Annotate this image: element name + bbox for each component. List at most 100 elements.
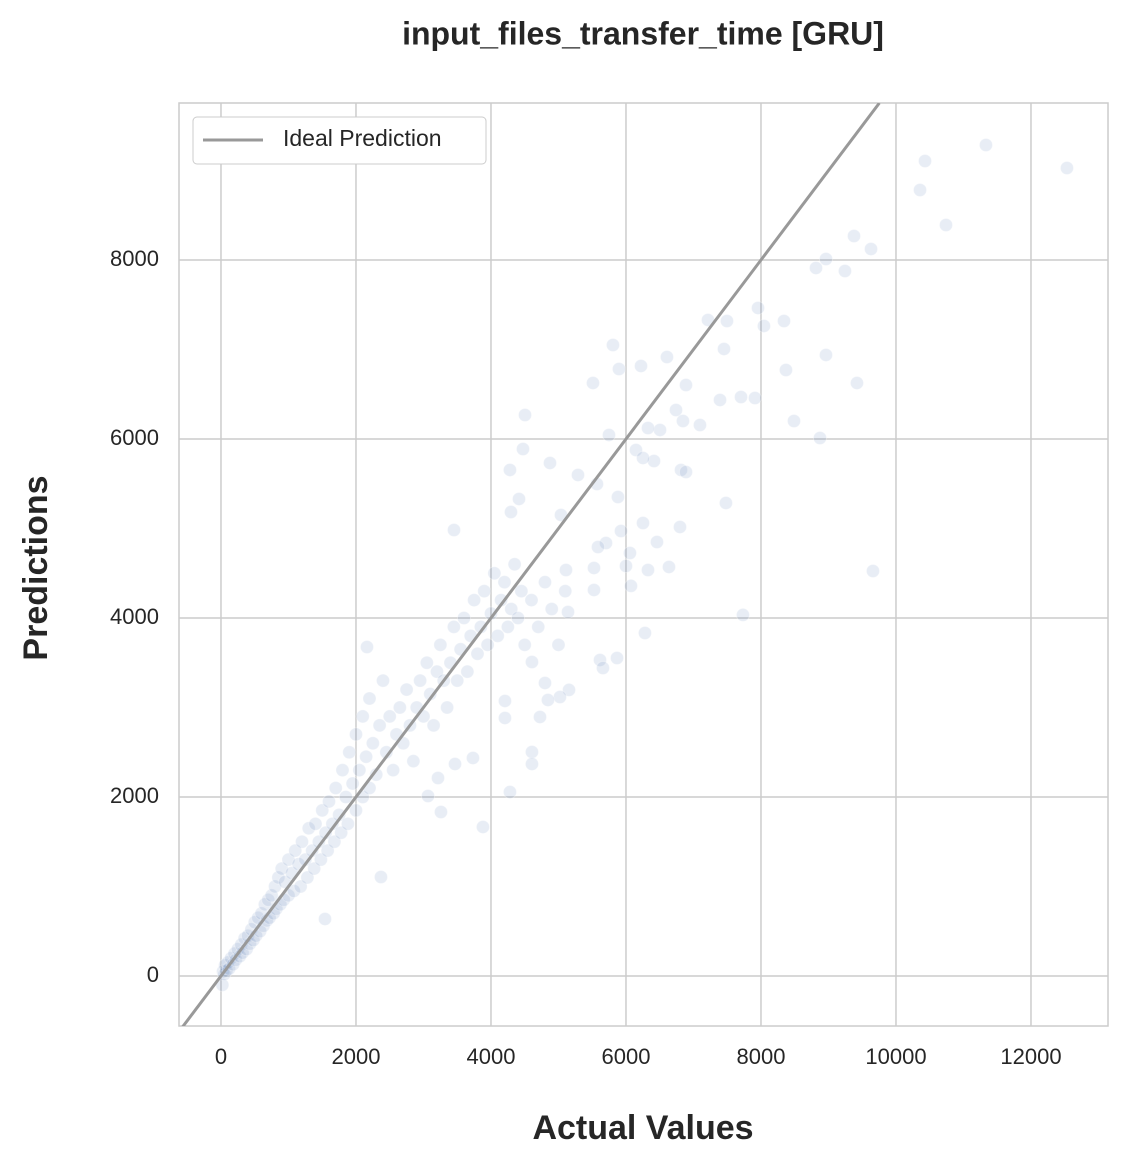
scatter-point <box>308 816 323 831</box>
scatter-point <box>345 776 360 791</box>
scatter-point <box>537 675 552 690</box>
scatter-point <box>497 575 512 590</box>
scatter-point <box>334 825 349 840</box>
scatter-point <box>713 392 728 407</box>
scatter-point <box>294 834 309 849</box>
scatter-point <box>502 462 517 477</box>
scatter-point <box>669 402 684 417</box>
scatter-point <box>293 879 308 894</box>
x-tick-label: 12000 <box>1000 1044 1061 1069</box>
scatter-point <box>348 727 363 742</box>
scatter-point <box>640 563 655 578</box>
scatter-point <box>321 794 336 809</box>
scatter-point <box>537 575 552 590</box>
scatter-point <box>228 952 243 967</box>
scatter-point <box>524 593 539 608</box>
scatter-point <box>352 763 367 778</box>
scatter-point <box>274 861 289 876</box>
scatter-point <box>510 610 525 625</box>
scatter-point <box>320 843 335 858</box>
scatter-point <box>649 534 664 549</box>
scatter-point <box>532 709 547 724</box>
scatter-point <box>808 260 823 275</box>
scatter-point <box>281 852 296 867</box>
scatter-point <box>288 843 303 858</box>
scatter-point <box>735 607 750 622</box>
y-tick-label: 4000 <box>110 604 159 629</box>
legend-box <box>192 116 487 165</box>
scatter-point <box>446 619 461 634</box>
y-tick-label: 6000 <box>110 425 159 450</box>
scatter-point <box>264 888 279 903</box>
scatter-point <box>692 418 707 433</box>
scatter-point <box>1059 160 1074 175</box>
x-tick-label: 10000 <box>865 1044 926 1069</box>
x-tick-label: 8000 <box>737 1044 786 1069</box>
scatter-point <box>646 453 661 468</box>
x-tick-label: 2000 <box>332 1044 381 1069</box>
scatter-point <box>846 228 861 243</box>
scatter-point <box>475 819 490 834</box>
scatter-point <box>978 137 993 152</box>
scatter-point <box>818 251 833 266</box>
scatter-point <box>477 584 492 599</box>
scatter-point <box>653 422 668 437</box>
scatter-point <box>605 338 620 353</box>
scatter-point <box>640 420 655 435</box>
scatter-point <box>613 523 628 538</box>
scatter-point <box>480 637 495 652</box>
scatter-point <box>382 709 397 724</box>
scatter-point <box>448 756 463 771</box>
scatter-point <box>633 358 648 373</box>
scatter-point <box>487 566 502 581</box>
scatter-point <box>359 639 374 654</box>
scatter-point <box>561 604 576 619</box>
scatter-point <box>524 744 539 759</box>
scatter-point <box>678 378 693 393</box>
scatter-point <box>359 749 374 764</box>
scatter-point <box>399 682 414 697</box>
scatter-point <box>623 578 638 593</box>
scatter-point <box>500 619 515 634</box>
scatter-point <box>267 879 282 894</box>
x-tick-label: 4000 <box>467 1044 516 1069</box>
scatter-point <box>433 805 448 820</box>
scatter-point <box>611 361 626 376</box>
scatter-point <box>918 153 933 168</box>
scatter-point <box>315 803 330 818</box>
scatter-point <box>373 869 388 884</box>
scatter-point <box>511 491 526 506</box>
scatter-point <box>719 314 734 329</box>
scatter-point <box>913 182 928 197</box>
scatter-point <box>419 655 434 670</box>
scatter-point <box>585 375 600 390</box>
scatter-point <box>610 489 625 504</box>
scatter-point <box>718 495 733 510</box>
scatter-point <box>552 690 567 705</box>
scatter-point <box>406 754 421 769</box>
scatter-point <box>586 582 601 597</box>
x-tick-label: 6000 <box>602 1044 651 1069</box>
scatter-point <box>865 563 880 578</box>
x-tick-label: 0 <box>215 1044 227 1069</box>
y-axis-label: Predictions <box>17 475 55 660</box>
scatter-point <box>747 390 762 405</box>
scatter-point <box>939 217 954 232</box>
scatter-point <box>502 784 517 799</box>
scatter-point <box>261 892 276 907</box>
scatter-point <box>618 558 633 573</box>
scatter-point <box>514 584 529 599</box>
scatter-point <box>300 870 315 885</box>
scatter-point <box>318 911 333 926</box>
scatter-point <box>635 450 650 465</box>
y-tick-label: 2000 <box>110 783 159 808</box>
scatter-point <box>497 710 512 725</box>
scatter-point <box>386 763 401 778</box>
scatter-point <box>470 646 485 661</box>
scatter-point <box>734 390 749 405</box>
scatter-point <box>570 467 585 482</box>
scatter-point <box>635 516 650 531</box>
scatter-point <box>551 637 566 652</box>
scatter-point <box>628 442 643 457</box>
